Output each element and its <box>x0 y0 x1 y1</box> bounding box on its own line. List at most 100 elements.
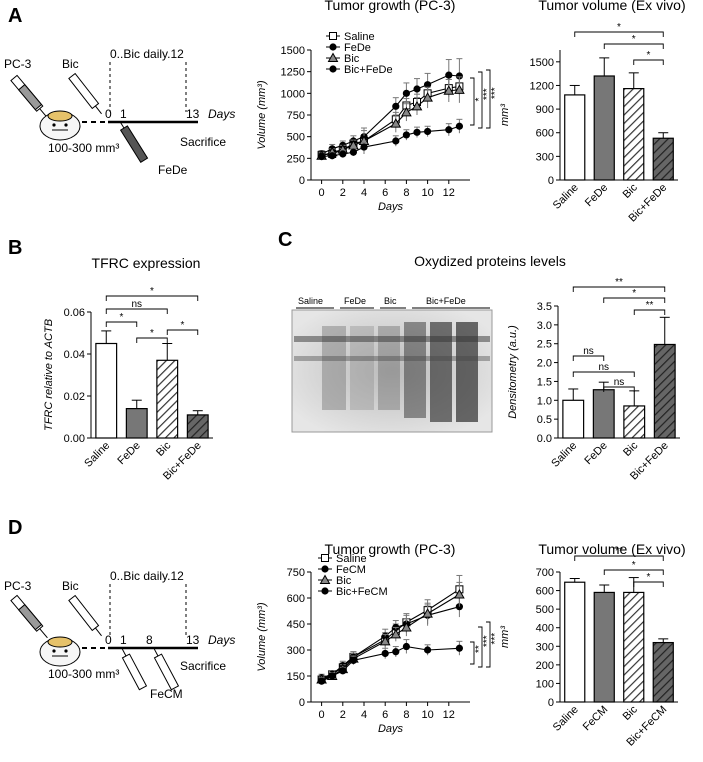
y-tick-label: 0.06 <box>64 307 85 319</box>
significance-bracket <box>478 71 483 129</box>
x-tick-label: Bic <box>621 703 641 723</box>
legend-label: Saline <box>336 553 367 565</box>
x-tick-label: 6 <box>382 187 388 199</box>
scheme-d-day13: 13 <box>186 633 200 647</box>
scheme-d-daily: 0..Bic daily.12 <box>110 569 184 583</box>
tfrc-expression-chart: TFRC expression 0.00 0.02 0.04 0.06 TFRC rela… <box>43 255 213 482</box>
mouse-icon <box>39 636 81 667</box>
data-point <box>328 152 336 160</box>
tumor-volume-chart-d: Tumor volume (Ex vivo) 0 100 200 300 400 500 60… <box>499 541 686 749</box>
significance-label: * <box>632 560 636 571</box>
bar <box>623 88 645 181</box>
bar <box>623 405 646 439</box>
significance-bracket <box>572 286 666 292</box>
data-point <box>319 574 331 584</box>
significance-bracket <box>478 626 483 668</box>
data-point <box>329 65 337 73</box>
data-point <box>349 148 357 156</box>
data-point <box>360 143 368 151</box>
significance-label: *** <box>490 633 501 645</box>
syringe-icon <box>10 594 48 639</box>
chart-title: Tumor volume (Ex vivo) <box>538 541 685 557</box>
data-point <box>411 100 423 111</box>
bar <box>564 581 586 703</box>
y-tick-label: 1200 <box>530 80 554 92</box>
syringe-icon <box>119 120 149 164</box>
data-point <box>413 85 421 93</box>
data-point <box>329 43 337 51</box>
chart-title: Tumor volume (Ex vivo) <box>538 0 685 13</box>
scheme-d-day8: 8 <box>146 633 153 647</box>
data-point <box>390 118 402 128</box>
y-tick-label: 500 <box>287 132 305 144</box>
x-axis-label: Days <box>378 723 404 735</box>
panel-label-a: A <box>8 5 22 27</box>
scheme-a-sacrifice: Sacrifice <box>180 135 226 149</box>
data-point <box>455 72 463 80</box>
data-point <box>413 128 421 136</box>
scheme-a-drug: FeDe <box>158 163 188 177</box>
data-point <box>443 85 455 95</box>
chart-title: Tumor growth (PC-3) <box>325 0 456 13</box>
y-tick-label: 300 <box>536 641 554 653</box>
data-point <box>381 649 389 658</box>
scheme-a-day1: 1 <box>120 107 127 121</box>
data-point <box>401 621 412 632</box>
significance-label: * <box>150 328 154 339</box>
data-point <box>321 565 329 573</box>
scheme-a-bic: Bic <box>62 57 79 71</box>
significance-label: ns <box>614 377 625 388</box>
syringe-icon <box>68 72 102 115</box>
y-tick-label: 3.0 <box>537 320 552 332</box>
mouse-icon <box>39 110 81 141</box>
significance-bracket <box>105 295 199 301</box>
y-axis-label: Volume (mm³) <box>256 602 268 672</box>
significance-bracket <box>470 641 475 665</box>
y-tick-label: 100 <box>536 678 554 690</box>
significance-label: ** <box>646 300 654 311</box>
bar <box>592 389 615 439</box>
y-axis-label: Densitometry (a.u.) <box>507 325 519 419</box>
significance-label: * <box>474 98 485 102</box>
x-tick-label: 0 <box>319 187 325 199</box>
significance-bracket <box>105 308 168 314</box>
x-tick-label: FeDe <box>115 440 143 468</box>
y-tick-label: 700 <box>536 567 554 579</box>
significance-label: *** <box>490 87 501 99</box>
data-point <box>390 628 402 639</box>
x-tick-label: 12 <box>443 187 455 199</box>
y-tick-label: 0 <box>299 697 305 709</box>
data-point <box>401 106 412 117</box>
significance-label: * <box>647 572 651 583</box>
series-FeDe <box>318 58 463 158</box>
blot-lane-label: Bic <box>384 296 397 306</box>
western-blot: Saline FeDe Bic Bic+FeDe <box>291 296 493 433</box>
significance-bracket <box>633 581 664 587</box>
scheme-a-days: Days <box>208 107 235 121</box>
significance-label: * <box>632 288 636 299</box>
x-tick-label: 4 <box>361 187 367 199</box>
chart-title: TFRC expression <box>92 255 201 271</box>
y-tick-label: 0.04 <box>64 349 85 361</box>
data-point <box>349 656 357 665</box>
y-tick-label: 0.0 <box>537 433 552 445</box>
significance-label: ns <box>131 299 142 310</box>
x-tick-label: 2 <box>340 187 346 199</box>
data-point <box>329 32 337 40</box>
significance-label: ns <box>583 346 594 357</box>
scheme-d: PC-3 Bic 0..Bic daily.12 0 1 8 13 Days 1… <box>4 569 235 701</box>
data-point <box>424 127 432 136</box>
chart-title: Oxydized proteins levels <box>414 253 566 269</box>
x-tick-label: 10 <box>421 187 433 199</box>
bar <box>562 399 585 439</box>
bar <box>653 343 676 439</box>
significance-bracket <box>470 77 475 126</box>
blot-lane-label: Bic+FeDe <box>426 296 466 306</box>
scheme-a-volume: 100-300 mm³ <box>48 141 119 155</box>
x-axis-label: Days <box>378 201 404 213</box>
x-tick-label: Bic <box>154 439 174 459</box>
x-tick-label: 8 <box>403 187 409 199</box>
significance-bracket <box>603 569 664 575</box>
bar <box>593 591 615 703</box>
